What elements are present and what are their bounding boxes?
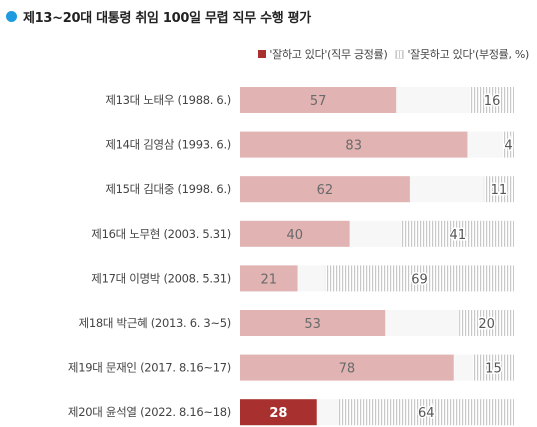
legend-approve-label: '잘하고 있다'(직무 긍정률)	[269, 48, 388, 61]
disapprove-bar	[338, 399, 514, 426]
category-label: 제15대 김대중 (1998. 6.)	[105, 182, 231, 196]
approve-value-label: 28	[269, 406, 287, 421]
approve-bar	[240, 87, 397, 113]
disapprove-value-label: 11	[491, 183, 508, 198]
approve-value-label: 40	[287, 228, 304, 243]
title-row: 제13~20대 대통령 취임 100일 무렵 직무 수행 평가	[6, 6, 311, 26]
disapprove-bar	[470, 87, 514, 113]
disapprove-value-label: 64	[418, 406, 435, 421]
approve-bar	[240, 265, 298, 292]
category-label: 제16대 노무현 (2003. 5.31)	[91, 227, 231, 241]
approve-value-label: 83	[345, 139, 362, 154]
disapprove-value-label: 69	[411, 272, 428, 287]
chart-title: 제13~20대 대통령 취임 100일 무렵 직무 수행 평가	[23, 10, 311, 26]
category-label: 제20대 윤석열 (2022. 8.16~18)	[68, 405, 231, 419]
disapprove-value-label: 20	[478, 317, 495, 332]
approve-value-label: 57	[310, 94, 327, 109]
disapprove-bar	[472, 354, 514, 381]
approve-bar	[240, 354, 454, 381]
legend-approve: '잘하고 있다'(직무 긍정률)	[258, 46, 388, 62]
approve-bar	[240, 176, 410, 203]
approve-value-label: 62	[317, 183, 334, 198]
category-label: 제17대 이명박 (2008. 5.31)	[91, 271, 231, 285]
approve-value-label: 53	[304, 317, 321, 332]
legend-disapprove-swatch	[395, 49, 405, 59]
approve-value-label: 21	[260, 272, 277, 287]
category-label: 제18대 박근혜 (2013. 6. 3~5)	[79, 316, 231, 330]
disapprove-bar	[503, 131, 514, 158]
approve-bar	[240, 131, 468, 158]
disapprove-value-label: 15	[485, 362, 502, 377]
category-label: 제19대 문재인 (2017. 8.16~17)	[68, 361, 231, 375]
disapprove-bar	[401, 220, 514, 247]
disapprove-bar	[483, 176, 514, 203]
category-label: 제13대 노태우 (1988. 6.)	[105, 93, 231, 107]
disapprove-bar	[459, 310, 514, 336]
approve-value-label: 78	[339, 362, 356, 377]
disapprove-value-label: 4	[504, 139, 512, 154]
disapprove-value-label: 16	[484, 94, 501, 109]
approve-bar	[240, 399, 317, 426]
legend: '잘하고 있다'(직무 긍정률) '잘못하고 있다'(부정률, %)	[250, 46, 529, 62]
legend-disapprove-label: '잘못하고 있다'(부정률, %)	[407, 48, 529, 61]
disapprove-bar	[324, 265, 514, 292]
legend-disapprove: '잘못하고 있다'(부정률, %)	[395, 46, 529, 62]
category-label: 제14대 김영삼 (1993. 6.)	[105, 138, 231, 152]
legend-approve-swatch	[258, 50, 267, 58]
bullet-dot-icon	[6, 10, 17, 22]
approve-bar	[240, 310, 386, 336]
disapprove-value-label: 41	[450, 228, 467, 243]
approve-bar	[240, 220, 350, 247]
